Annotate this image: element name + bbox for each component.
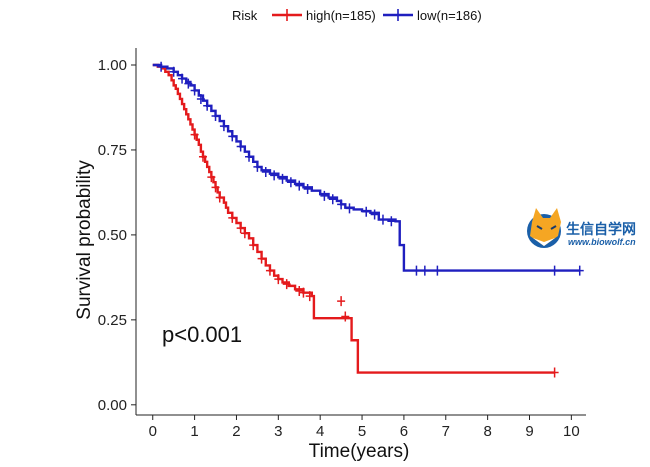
x-tick-label: 10	[563, 423, 580, 440]
legend-entry-low: low(n=186)	[383, 8, 482, 23]
x-axis-title: Time(years)	[309, 441, 410, 462]
watermark-url: www.biowolf.cn	[568, 237, 636, 247]
censor-mark-high	[240, 228, 249, 239]
censor-mark-low	[345, 203, 354, 214]
censor-mark-low	[278, 173, 287, 184]
x-tick-label: 5	[358, 423, 366, 440]
censor-mark-low	[295, 180, 304, 191]
censor-mark-low	[303, 184, 312, 195]
x-tick-label: 9	[525, 423, 533, 440]
watermark: 生信自学网 www.biowolf.cn	[527, 208, 636, 248]
censor-mark-low	[412, 265, 421, 276]
x-tick-label: 8	[483, 423, 491, 440]
y-axis-title: Survival probability	[74, 160, 95, 320]
censor-mark-low	[433, 265, 442, 276]
censor-mark-high	[190, 129, 199, 140]
wolf-logo-icon	[527, 208, 561, 248]
censor-mark-low	[184, 78, 193, 89]
x-ticks: 0 1 2 3 4 5 6 7 8 9 10	[149, 415, 580, 440]
censor-mark-low	[328, 194, 337, 205]
x-tick-label: 3	[274, 423, 282, 440]
legend-label-high: high(n=185)	[306, 8, 376, 23]
x-tick-label: 0	[149, 423, 157, 440]
censor-mark-low	[270, 170, 279, 181]
legend: Risk high(n=185) low(n=186)	[232, 8, 482, 23]
censor-mark-low	[236, 141, 245, 152]
censor-mark-low	[169, 66, 178, 77]
p-value-annotation: p<0.001	[162, 322, 242, 347]
censor-mark-low	[196, 93, 205, 104]
survival-curves	[152, 61, 584, 378]
censor-mark-high	[295, 285, 304, 296]
survival-line-low	[152, 63, 580, 272]
censor-mark-low	[550, 265, 559, 276]
censor-mark-high	[550, 367, 559, 378]
censor-mark-low	[228, 131, 237, 142]
x-tick-label: 6	[400, 423, 408, 440]
x-tick-label: 2	[232, 423, 240, 440]
axes	[135, 48, 586, 416]
legend-label-low: low(n=186)	[417, 8, 482, 23]
censor-mark-low	[190, 85, 199, 96]
y-tick-label: 0.75	[98, 142, 127, 159]
censor-mark-low	[211, 110, 220, 121]
x-tick-label: 4	[316, 423, 324, 440]
survival-line-high	[152, 63, 555, 374]
censor-mark-high	[257, 253, 266, 264]
censor-mark-high	[198, 151, 207, 162]
y-tick-label: 1.00	[98, 57, 127, 74]
censor-mark-high	[341, 311, 350, 322]
censor-mark-low	[286, 177, 295, 188]
y-tick-label: 0.50	[98, 227, 127, 244]
censor-mark-high	[265, 265, 274, 276]
censor-mark-low	[378, 214, 387, 225]
watermark-title: 生信自学网	[566, 221, 636, 238]
x-tick-label: 7	[442, 423, 450, 440]
censor-mark-low	[261, 167, 270, 178]
censor-mark-high	[215, 192, 224, 203]
censor-mark-high	[282, 279, 291, 290]
y-ticks: 0.00 0.25 0.50 0.75 1.00	[98, 57, 136, 414]
censor-mark-low	[253, 161, 262, 172]
censor-mark-low	[219, 121, 228, 132]
censor-mark-low	[575, 265, 584, 276]
censor-mark-high	[337, 296, 346, 307]
censor-mark-high	[299, 287, 308, 298]
legend-entry-high: high(n=185)	[272, 8, 376, 23]
censor-mark-low	[203, 100, 212, 111]
censor-mark-low	[245, 151, 254, 162]
censor-mark-low	[420, 265, 429, 276]
censor-mark-high	[228, 212, 237, 223]
censor-mark-high	[274, 274, 283, 285]
censor-mark-low	[157, 61, 166, 72]
censor-mark-high	[249, 240, 258, 251]
y-tick-label: 0.25	[98, 312, 127, 329]
censor-mark-high	[305, 291, 314, 302]
y-tick-label: 0.00	[98, 397, 127, 414]
censor-mark-low	[178, 73, 187, 84]
censor-mark-low	[362, 206, 371, 217]
censor-mark-low	[337, 199, 346, 210]
censor-mark-low	[370, 209, 379, 220]
legend-title: Risk	[232, 8, 258, 23]
censor-mark-high	[211, 182, 220, 193]
censor-mark-low	[387, 216, 396, 227]
censor-mark-low	[320, 190, 329, 201]
censor-mark-high	[236, 223, 245, 234]
censor-mark-high	[207, 172, 216, 183]
x-tick-label: 1	[190, 423, 198, 440]
